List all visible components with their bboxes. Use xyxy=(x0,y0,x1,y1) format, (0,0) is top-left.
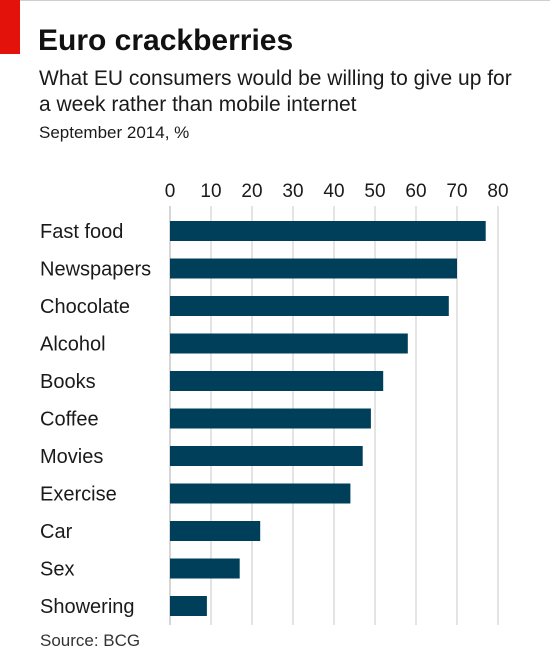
bar-alcohol xyxy=(170,333,408,354)
category-label: Chocolate xyxy=(40,296,130,318)
category-label: Car xyxy=(40,521,73,543)
x-tick-label: 50 xyxy=(364,181,385,202)
bar-showering xyxy=(170,596,207,616)
category-label: Books xyxy=(40,371,96,393)
category-label: Alcohol xyxy=(40,334,106,356)
chart-subtitle: What EU consumers would be willing to gi… xyxy=(39,67,512,116)
category-labels: Fast food Newspapers Chocolate Alcohol Books… xyxy=(40,221,151,618)
brand-corner-tag xyxy=(0,0,20,54)
category-label: Coffee xyxy=(40,409,99,431)
x-tick-label: 40 xyxy=(323,181,344,202)
category-label: Movies xyxy=(40,446,103,468)
category-label: Exercise xyxy=(40,484,117,506)
bar-newspapers xyxy=(170,258,457,279)
bar-car xyxy=(170,521,261,541)
category-label: Fast food xyxy=(40,221,123,243)
bar-exercise xyxy=(170,483,351,504)
x-tick-label: 80 xyxy=(487,181,508,202)
x-tick-label: 70 xyxy=(446,181,467,202)
bar-chocolate xyxy=(170,296,449,316)
x-tick-label: 30 xyxy=(282,181,303,202)
bars xyxy=(170,221,486,616)
category-label: Sex xyxy=(40,559,74,581)
chart-date-unit-note: September 2014, % xyxy=(39,123,190,142)
bar-coffee xyxy=(170,408,371,429)
category-label: Showering xyxy=(40,596,135,618)
x-tick-label: 20 xyxy=(241,181,262,202)
bar-fast-food xyxy=(170,221,486,241)
source-note: Source: BCG xyxy=(40,631,141,650)
bar-books xyxy=(170,371,384,391)
bar-sex xyxy=(170,558,240,579)
x-axis-tick-labels: 0 10 20 30 40 50 60 70 80 xyxy=(165,181,509,202)
top-rule xyxy=(20,0,550,1)
x-tick-label: 10 xyxy=(200,181,221,202)
chart-title: Euro crackberries xyxy=(38,24,294,57)
category-label: Newspapers xyxy=(40,259,151,281)
x-tick-label: 60 xyxy=(405,181,426,202)
x-tick-label: 0 xyxy=(165,181,176,202)
bar-movies xyxy=(170,446,363,466)
